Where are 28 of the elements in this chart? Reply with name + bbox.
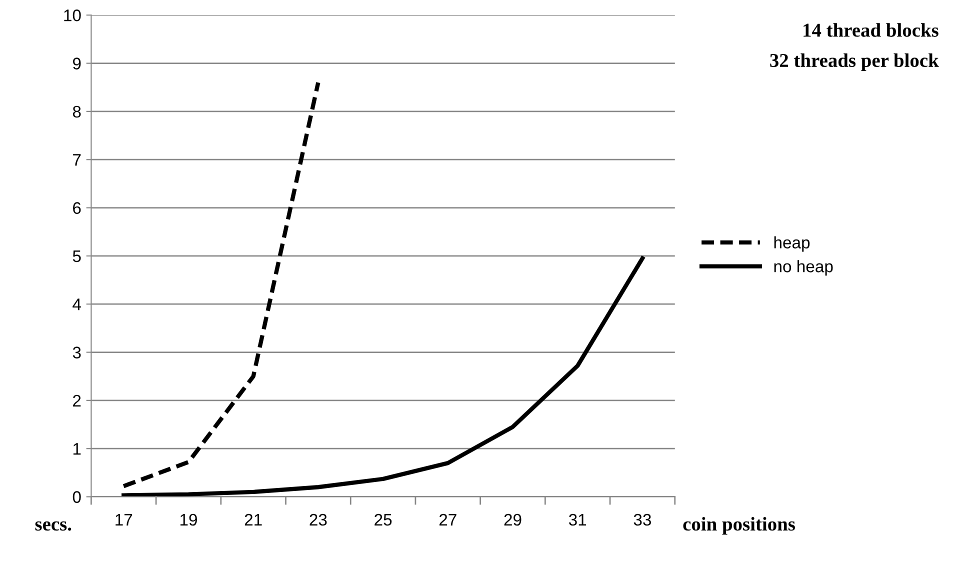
x-tick-label: 23 (310, 514, 327, 526)
x-tick-label: 31 (568, 514, 586, 526)
y-tick-label: 6 (73, 202, 81, 214)
x-tick-label: 25 (374, 514, 392, 526)
x-axis-title: coin positions (683, 516, 795, 535)
y-tick-label: 7 (73, 154, 81, 166)
x-tick-label: 29 (504, 514, 522, 526)
y-tick-label: 9 (72, 58, 81, 70)
y-tick-label: 4 (72, 298, 81, 310)
line-series (122, 80, 320, 488)
y-tick-label: 1 (73, 443, 81, 455)
x-tick-label: 21 (244, 514, 262, 526)
y-axis-title: secs. (35, 521, 72, 531)
text: 14 thread blocks (804, 23, 938, 37)
y-tick-label: 10 (64, 10, 81, 22)
x-tick-label: 17 (116, 514, 132, 526)
text: 32 threads per block (770, 53, 939, 71)
y-tick-label: 5 (72, 250, 81, 262)
y-tick-label: 2 (73, 394, 81, 406)
line-series (122, 256, 645, 497)
y-tick-label: 8 (72, 106, 81, 118)
x-tick-label: 33 (634, 514, 651, 526)
y-tick-label: 0 (72, 491, 81, 503)
legend-label: heap (774, 236, 810, 252)
legend-label: no heap (774, 260, 833, 276)
y-tick-label: 3 (72, 346, 81, 358)
x-tick-label: 27 (439, 514, 456, 526)
x-tick-label: 19 (180, 514, 197, 526)
